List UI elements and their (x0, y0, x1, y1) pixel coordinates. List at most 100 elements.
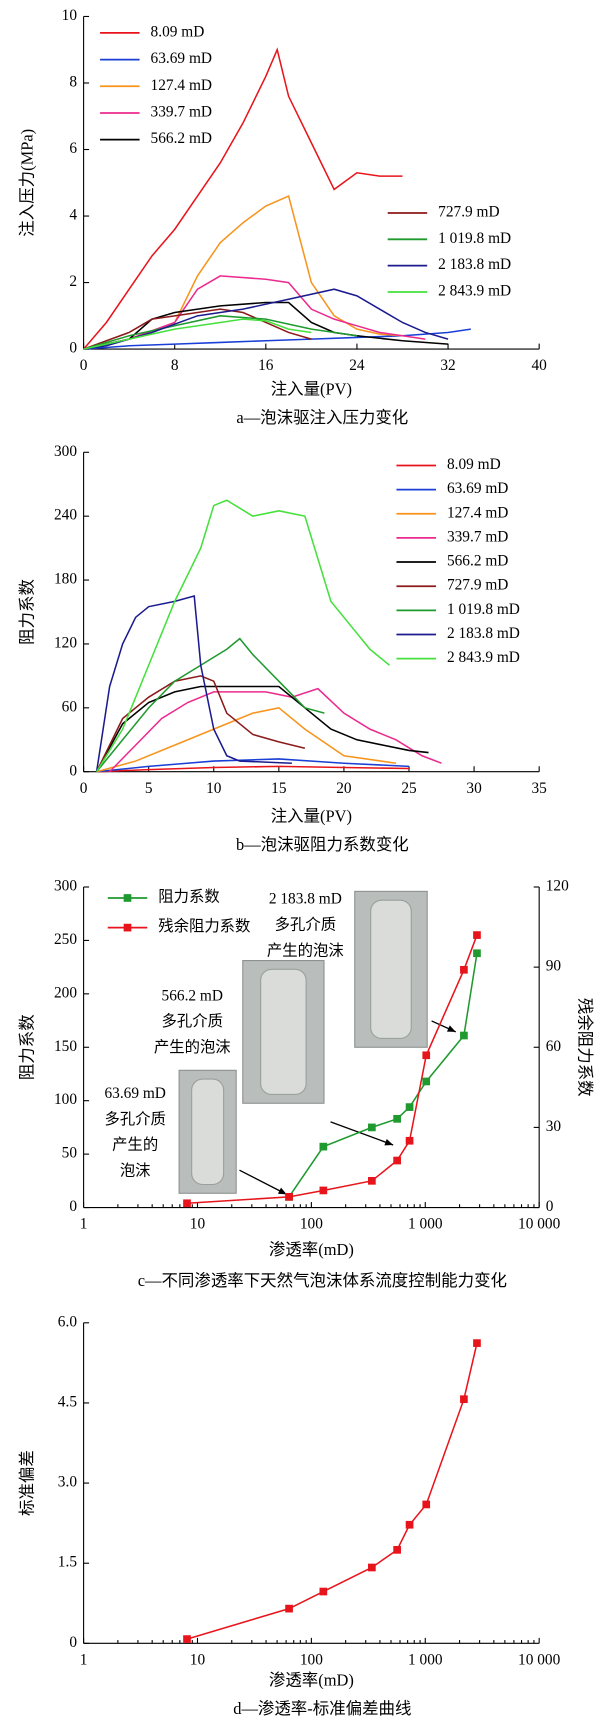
x-tick-label: 32 (440, 357, 455, 374)
y-tick-label: 50 (62, 1145, 78, 1162)
series-line (97, 639, 325, 772)
annotation: 566.2 mD (162, 987, 223, 1004)
photo-tube (192, 1079, 224, 1184)
legend-label: 566.2 mD (151, 130, 212, 147)
annotation: 多孔介质 (104, 1110, 165, 1128)
point (422, 1078, 430, 1086)
y-axis-label: 阻力系数 (17, 579, 36, 645)
point (473, 1339, 481, 1347)
y2-tick-label: 60 (546, 1038, 562, 1055)
point (320, 1143, 328, 1151)
legend-label: 1 019.8 mD (447, 601, 520, 618)
y-tick-label: 4.5 (58, 1393, 78, 1410)
point (473, 949, 481, 957)
legend-label: 1 019.8 mD (438, 230, 511, 247)
caption: d—渗透率-标准偏差曲线 (233, 1699, 411, 1718)
series-line (84, 196, 403, 349)
x-tick-label: 5 (145, 780, 153, 797)
point (460, 1395, 468, 1403)
x-tick-label: 1 000 (408, 1216, 443, 1233)
point (422, 1051, 430, 1059)
series-line (84, 319, 312, 349)
legend-label: 63.69 mD (151, 50, 212, 67)
x-tick-label: 1 (80, 1651, 88, 1668)
arrow (331, 1122, 394, 1145)
point (393, 1115, 401, 1123)
point (406, 1103, 414, 1111)
photo-tube (261, 969, 306, 1094)
y-tick-label: 6 (69, 140, 77, 157)
y2-tick-label: 0 (546, 1198, 554, 1215)
y-tick-label: 240 (54, 507, 77, 524)
point (422, 1501, 430, 1509)
x-tick-label: 30 (466, 780, 482, 797)
point (460, 966, 468, 974)
y-tick-label: 2 (69, 273, 77, 290)
point (320, 1187, 328, 1195)
y-tick-label: 0 (69, 1634, 77, 1651)
y-tick-label: 0 (69, 762, 77, 779)
legend-label: 566.2 mD (447, 553, 508, 570)
x-tick-label: 10 (190, 1216, 206, 1233)
y2-tick-label: 90 (546, 958, 562, 975)
annotation: 多孔介质 (275, 915, 336, 933)
legend-label: 727.9 mD (438, 203, 499, 220)
y-tick-label: 300 (54, 878, 77, 895)
caption: a—泡沫驱注入压力变化 (236, 408, 408, 427)
annotation: 泡沫 (120, 1161, 151, 1179)
y-tick-label: 200 (54, 984, 77, 1001)
y-tick-label: 120 (54, 634, 77, 651)
legend-marker (124, 894, 132, 902)
x-tick-label: 35 (531, 780, 547, 797)
x-tick-label: 10 000 (518, 1651, 561, 1668)
annotation: 2 183.8 mD (269, 891, 342, 908)
point (285, 1193, 293, 1201)
y2-tick-label: 120 (546, 878, 569, 895)
x-axis-label: 渗透率(mD) (269, 1671, 354, 1690)
series-line (97, 596, 292, 772)
annotation: 产生的泡沫 (267, 941, 344, 959)
legend-label: 2 843.9 mD (438, 283, 511, 300)
annotation: 多孔介质 (162, 1012, 223, 1030)
x-axis-label: 注入量(PV) (271, 380, 352, 399)
legend-label: 727.9 mD (447, 577, 508, 594)
y-tick-label: 100 (54, 1091, 77, 1108)
point (406, 1521, 414, 1529)
legend-label: 2 183.8 mD (438, 256, 511, 273)
y-axis-label: 注入压力(MPa) (17, 129, 36, 237)
point (368, 1177, 376, 1185)
caption: b—泡沫驱阻力系数变化 (236, 835, 409, 854)
legend-label: 2 843.9 mD (447, 649, 520, 666)
legend-label: 阻力系数 (158, 888, 219, 906)
series-line (97, 500, 390, 772)
x-tick-label: 1 (80, 1216, 88, 1233)
y-tick-label: 0 (69, 340, 77, 357)
figure: 08162432400246810注入量(PV)a—泡沫驱注入压力变化注入压力(… (0, 0, 603, 1718)
point (368, 1124, 376, 1132)
x-tick-label: 0 (80, 780, 88, 797)
y-tick-label: 300 (54, 443, 77, 460)
y-axis-label: 阻力系数 (17, 1014, 36, 1080)
point (183, 1635, 191, 1643)
point (393, 1546, 401, 1554)
y-tick-label: 6.0 (58, 1313, 78, 1330)
x-tick-label: 40 (531, 357, 547, 374)
y-tick-label: 10 (62, 7, 78, 24)
y-tick-label: 0 (69, 1198, 77, 1215)
point (460, 1032, 468, 1040)
photo-tube (371, 900, 412, 1038)
y-tick-label: 60 (62, 698, 78, 715)
x-axis-label: 渗透率(mD) (269, 1240, 354, 1259)
y-tick-label: 1.5 (58, 1554, 78, 1571)
y-tick-label: 3.0 (58, 1474, 78, 1491)
legend-label: 127.4 mD (447, 504, 508, 521)
point (473, 931, 481, 939)
x-tick-label: 10 (190, 1651, 206, 1668)
legend-label: 2 183.8 mD (447, 625, 520, 642)
x-tick-label: 100 (300, 1651, 323, 1668)
legend-label: 8.09 mD (447, 456, 501, 473)
annotation: 产生的泡沫 (154, 1038, 231, 1056)
annotation: 产生的 (112, 1136, 158, 1154)
series-line (187, 1343, 477, 1639)
y2-axis-label: 残余阻力系数 (575, 998, 594, 1097)
